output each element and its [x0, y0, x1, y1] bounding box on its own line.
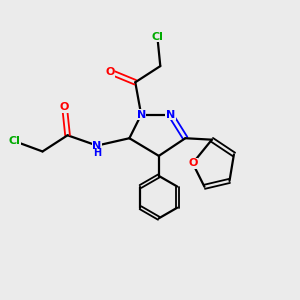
- Text: O: O: [60, 102, 69, 112]
- Text: Cl: Cl: [9, 136, 20, 146]
- Text: O: O: [106, 67, 115, 77]
- Text: H: H: [94, 148, 102, 158]
- Text: N: N: [166, 110, 175, 120]
- Text: N: N: [92, 141, 102, 151]
- Text: N: N: [136, 110, 146, 120]
- Text: Cl: Cl: [152, 32, 163, 42]
- Text: O: O: [188, 158, 197, 168]
